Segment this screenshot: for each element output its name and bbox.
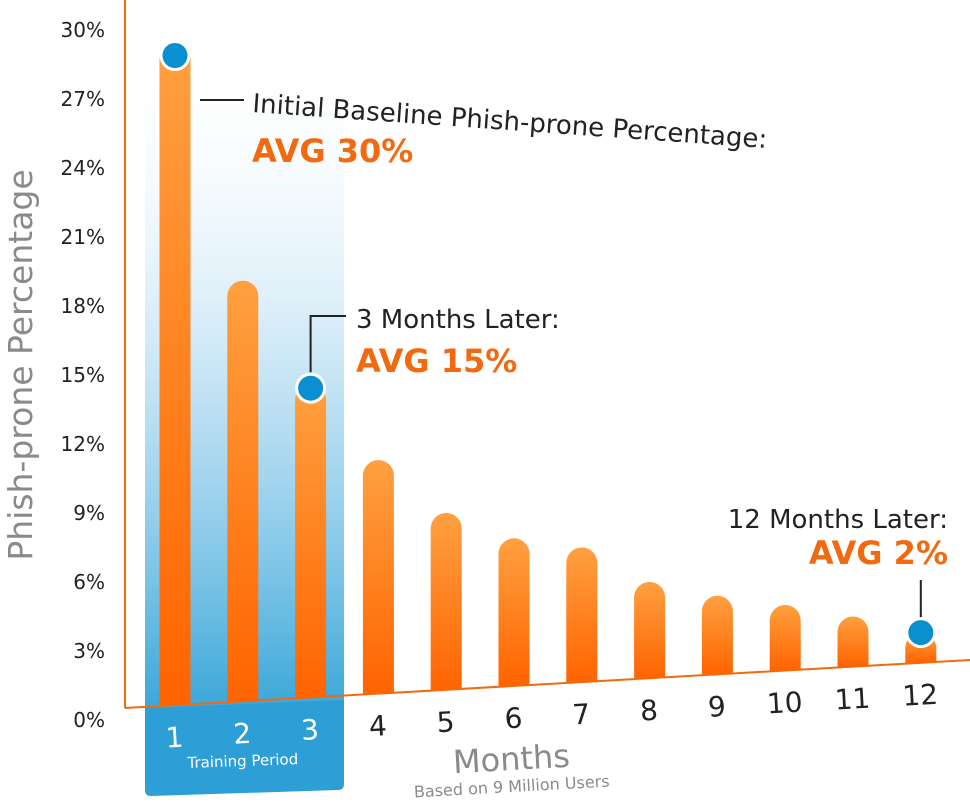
bar xyxy=(227,280,259,702)
x-tick-label: 1 xyxy=(165,721,185,755)
annotation-leader xyxy=(309,315,346,373)
bar xyxy=(295,384,327,698)
x-tick-label: 4 xyxy=(368,709,388,743)
x-tick-label: 9 xyxy=(707,690,727,724)
x-tick-label: 8 xyxy=(639,694,659,728)
x-tick-label: 3 xyxy=(300,713,320,747)
x-tick-label: 5 xyxy=(436,705,456,739)
bar xyxy=(498,538,530,686)
y-tick-label: 24% xyxy=(61,156,105,180)
x-tick-label: 11 xyxy=(834,682,871,717)
data-marker xyxy=(295,372,327,404)
bar xyxy=(769,605,801,671)
bar xyxy=(566,547,598,683)
y-tick-label: 6% xyxy=(73,570,105,594)
y-axis-label: Phish-prone Percentage xyxy=(1,169,40,560)
y-tick-label: 18% xyxy=(61,294,105,318)
y-tick-label: 27% xyxy=(61,87,105,111)
data-marker xyxy=(905,617,937,649)
bar xyxy=(701,595,733,675)
x-tick-label: 7 xyxy=(571,698,591,732)
bar xyxy=(430,513,462,690)
y-tick-label: 0% xyxy=(73,708,105,732)
y-tick-label: 12% xyxy=(61,432,105,456)
annotation-text: 12 Months Later: xyxy=(728,505,948,535)
x-axis-label: Months xyxy=(452,737,571,781)
chart-subtitle: Based on 9 Million Users xyxy=(413,772,610,802)
bar xyxy=(634,582,666,679)
annotation-text: 3 Months Later: xyxy=(356,305,560,335)
y-tick-label: 3% xyxy=(73,639,105,663)
y-tick-label: 15% xyxy=(61,363,105,387)
data-marker xyxy=(159,40,191,71)
annotation-value: AVG 2% xyxy=(809,534,948,572)
training-period-label: Training Period xyxy=(186,750,298,772)
bar xyxy=(362,460,394,694)
bar xyxy=(837,616,869,667)
annotation-value: AVG 15% xyxy=(356,342,517,380)
y-tick-label: 30% xyxy=(61,18,105,42)
y-tick-label: 9% xyxy=(73,501,105,525)
training-period-tab xyxy=(145,700,344,796)
y-tick-label: 21% xyxy=(61,225,105,249)
x-tick-label: 2 xyxy=(232,717,252,751)
x-tick-label: 10 xyxy=(766,686,803,721)
bar xyxy=(159,41,191,706)
x-tick-label: 6 xyxy=(504,701,524,735)
x-axis xyxy=(124,659,970,709)
annotation-value: AVG 30% xyxy=(252,132,413,170)
x-tick-label: 12 xyxy=(902,678,939,713)
